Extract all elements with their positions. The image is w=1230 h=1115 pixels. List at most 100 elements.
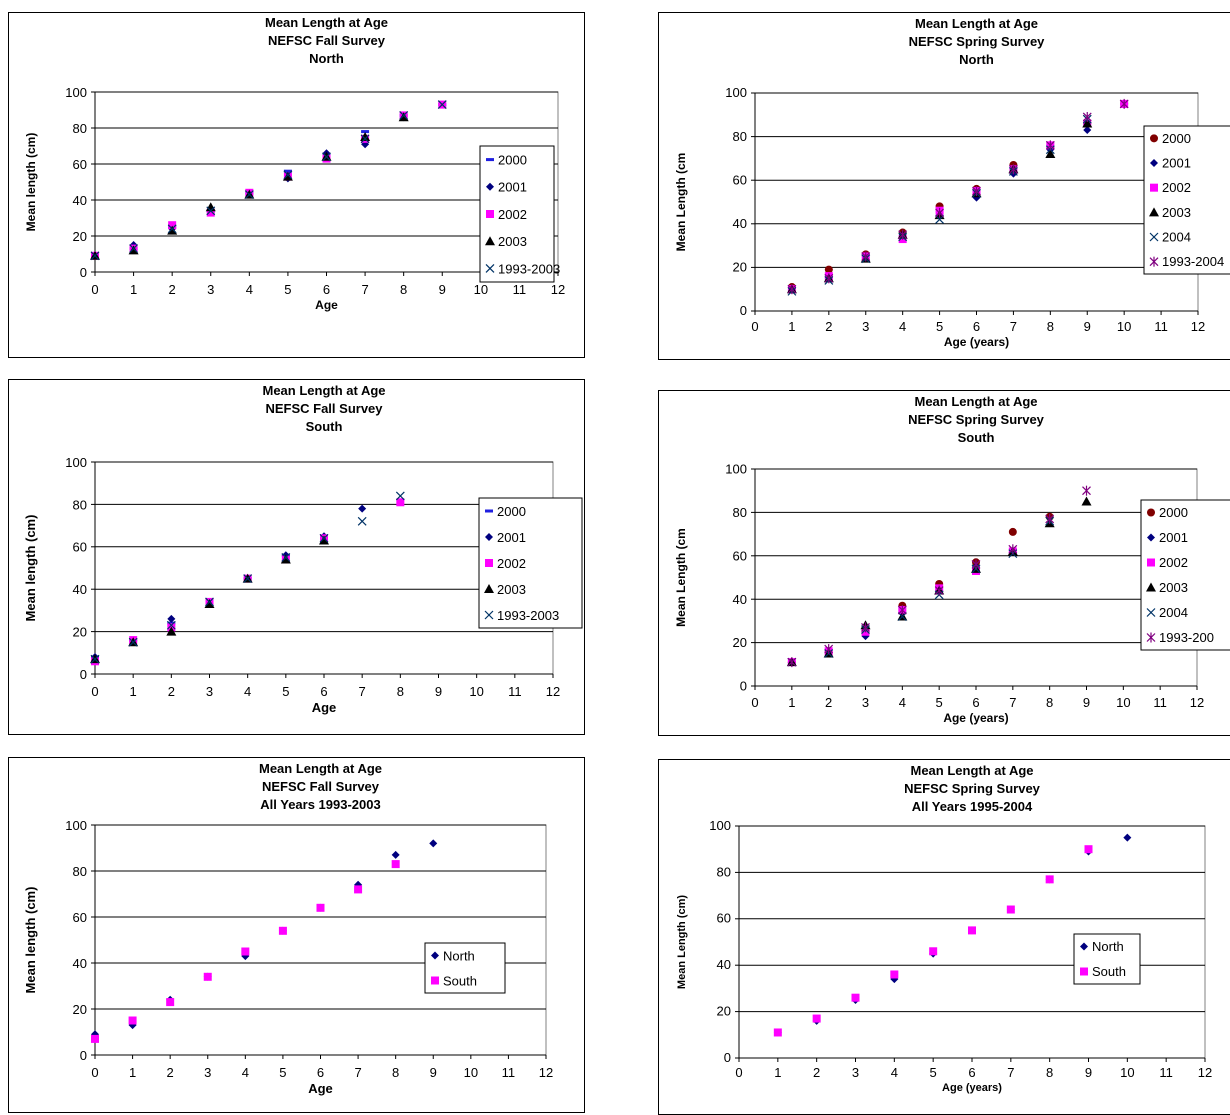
legend-marker	[485, 263, 495, 273]
x-tick-label: 8	[1047, 319, 1054, 334]
x-axis-label: Age (years)	[943, 711, 1008, 725]
data-point	[90, 251, 100, 261]
data-point	[1119, 98, 1129, 109]
data-point	[203, 972, 212, 981]
legend-marker	[1147, 558, 1155, 567]
data-point	[319, 533, 329, 543]
legend-label: North	[443, 948, 475, 963]
legend-marker	[484, 584, 494, 593]
x-tick-label: 0	[91, 684, 98, 699]
chart-title-line: South	[958, 430, 995, 445]
data-point	[429, 839, 438, 848]
x-tick-label: 1	[130, 282, 137, 297]
data-point	[91, 1034, 99, 1043]
scatter-chart: Mean Length at Age NEFSC Fall Survey North…	[24, 15, 565, 312]
x-tick-label: 7	[361, 282, 368, 297]
data-point	[1082, 118, 1093, 128]
legend-marker	[1147, 533, 1155, 542]
chart-title-line: Mean Length at Age	[265, 15, 388, 30]
y-tick-label: 20	[73, 625, 87, 640]
data-point	[243, 574, 253, 584]
data-point	[897, 605, 907, 616]
x-axis-label: Age (years)	[944, 335, 1009, 349]
legend-label: 2004	[1159, 605, 1188, 620]
x-tick-label: 6	[320, 684, 327, 699]
series-1993-2004	[787, 98, 1129, 295]
data-point	[206, 208, 215, 217]
y-tick-label: 80	[73, 121, 87, 136]
data-point	[391, 860, 400, 869]
x-tick-label: 11	[502, 1065, 516, 1080]
data-point	[934, 585, 944, 596]
y-tick-label: 80	[733, 505, 747, 520]
scatter-chart: Mean Length at Age NEFSC Spring Survey All…	[676, 763, 1212, 1094]
x-tick-label: 4	[899, 319, 906, 334]
x-tick-label: 4	[891, 1065, 898, 1080]
x-tick-label: 6	[973, 319, 980, 334]
x-tick-label: 11	[1154, 319, 1168, 334]
x-tick-label: 2	[168, 684, 175, 699]
legend-marker	[1149, 207, 1159, 217]
x-tick-label: 7	[1009, 695, 1016, 710]
legend: 2000 2001 2002 2003 1993-2003	[478, 497, 583, 629]
x-tick-label: 5	[936, 695, 943, 710]
legend-label: 2000	[1159, 505, 1188, 520]
legend-label: 2001	[497, 530, 526, 545]
y-tick-label: 100	[65, 818, 87, 833]
y-tick-label: 0	[724, 1050, 731, 1065]
x-tick-label: 2	[825, 319, 832, 334]
data-point	[319, 535, 329, 545]
data-point	[278, 926, 287, 935]
data-point	[281, 552, 291, 562]
legend-label: 1993-200	[1159, 630, 1214, 645]
y-axis-label: Mean Length (cm)	[676, 895, 688, 989]
data-point	[166, 626, 177, 636]
x-tick-label: 8	[1046, 1065, 1053, 1080]
data-point	[851, 993, 860, 1002]
legend-label: 2002	[1162, 180, 1191, 195]
scatter-chart: Mean Length at Age NEFSC Spring Survey Sou…	[674, 394, 1230, 725]
x-tick-label: 10	[1116, 695, 1130, 710]
x-tick-label: 7	[354, 1065, 361, 1080]
x-tick-label: 5	[930, 1065, 937, 1080]
y-tick-label: 60	[73, 910, 87, 925]
data-point	[824, 265, 833, 274]
data-point	[1006, 905, 1015, 914]
data-point	[206, 206, 216, 216]
x-tick-label: 10	[1120, 1065, 1134, 1080]
y-tick-label: 0	[740, 679, 747, 694]
legend-marker	[486, 158, 494, 162]
legend-marker	[485, 559, 493, 567]
data-point	[898, 229, 908, 240]
y-tick-label: 60	[717, 911, 731, 926]
data-point	[167, 614, 176, 623]
legend-label: 1993-2004	[1162, 254, 1224, 269]
data-point	[282, 171, 293, 181]
y-tick-label: 40	[73, 956, 87, 971]
legend: 2000 2001 2002 2003 2004 1993-200	[1140, 499, 1230, 651]
legend-marker	[1080, 942, 1088, 951]
data-point	[1081, 496, 1092, 506]
legend-label: 1993-2003	[497, 608, 559, 623]
x-axis-label: Age	[312, 700, 337, 715]
y-tick-label: 80	[73, 497, 87, 512]
y-tick-label: 80	[717, 864, 731, 879]
x-tick-label: 12	[539, 1065, 553, 1080]
legend-label: North	[1092, 939, 1124, 954]
data-point	[861, 251, 871, 262]
series-South	[773, 845, 1093, 1037]
x-tick-label: 7	[1010, 319, 1017, 334]
data-point	[1123, 833, 1132, 842]
y-tick-label: 40	[73, 582, 87, 597]
x-tick-label: 9	[439, 282, 446, 297]
legend-label: South	[443, 973, 477, 988]
legend-label: 2001	[498, 180, 527, 195]
y-tick-label: 20	[717, 1003, 731, 1018]
x-tick-label: 0	[735, 1065, 742, 1080]
data-point	[1082, 111, 1092, 122]
data-point	[972, 186, 981, 197]
x-tick-label: 1	[130, 684, 137, 699]
legend-label: 2003	[1162, 205, 1191, 220]
y-tick-label: 100	[725, 462, 747, 477]
data-point	[861, 632, 870, 641]
